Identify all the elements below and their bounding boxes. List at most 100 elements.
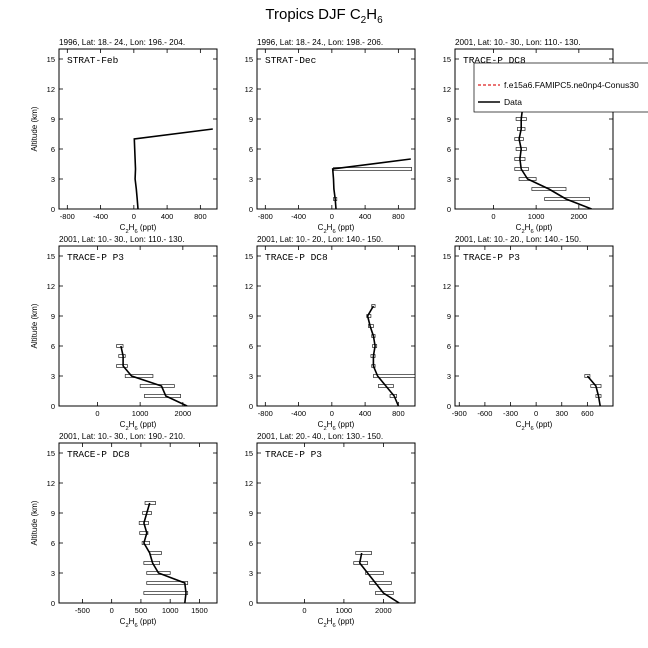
plot-frame — [58, 48, 218, 210]
legend-data-label: Data — [504, 97, 522, 107]
y-tick-label: 12 — [245, 282, 253, 291]
legend: f.e15a6.FAMIPC5.ne0np4-Conus30 Data — [473, 62, 648, 113]
panel-header: 2001, Lat: 10.- 30., Lon: 110.- 130. — [455, 38, 580, 47]
y-tick-label: 3 — [51, 372, 55, 381]
y-tick-label: 6 — [249, 539, 253, 548]
x-tick-label: -500 — [75, 606, 90, 615]
error-bar — [149, 551, 162, 555]
y-tick-label: 0 — [249, 599, 253, 608]
panel-header: 1996, Lat: 18.- 24., Lon: 196.- 204. — [59, 38, 185, 47]
legend-box — [473, 62, 648, 113]
error-bar — [124, 374, 154, 378]
x-tick-label: 0 — [132, 212, 136, 221]
x-axis-label: C2H6 (ppt) — [318, 223, 355, 235]
y-tick-label: 15 — [443, 252, 451, 261]
panel-header: 2001, Lat: 10.- 20., Lon: 140.- 150. — [455, 235, 581, 244]
legend-model-label: f.e15a6.FAMIPC5.ne0np4-Conus30 — [504, 80, 639, 90]
title-text: Tropics DJF C — [265, 6, 361, 23]
y-tick-label: 12 — [443, 282, 451, 291]
campaign-label: STRAT-Dec — [265, 55, 317, 66]
x-tick-label: 0 — [330, 212, 334, 221]
y-tick-label: 6 — [51, 342, 55, 351]
x-axis-label: C2H6 (ppt) — [516, 223, 553, 235]
error-bar — [116, 344, 124, 348]
plot-frame — [454, 48, 614, 210]
plot-frame — [454, 245, 614, 407]
error-bar — [369, 581, 392, 585]
campaign-label: TRACE-P DC8 — [463, 55, 526, 66]
x-tick-label: 0 — [302, 606, 306, 615]
data-profile-line — [366, 305, 400, 406]
x-tick-label: 0 — [491, 212, 495, 221]
error-bar — [144, 501, 156, 505]
y-tick-label: 9 — [447, 115, 451, 124]
error-bar — [146, 581, 189, 585]
y-tick-label: 9 — [249, 312, 253, 321]
plot-frame — [256, 245, 416, 407]
error-bar — [365, 571, 384, 575]
x-tick-label: 0 — [330, 409, 334, 418]
y-tick-label: 12 — [245, 479, 253, 488]
y-tick-label: 9 — [51, 312, 55, 321]
x-tick-label: 400 — [161, 212, 174, 221]
x-tick-label: -300 — [503, 409, 518, 418]
y-tick-label: 0 — [51, 205, 55, 214]
x-tick-label: 1000 — [528, 212, 545, 221]
data-profile-line — [586, 375, 601, 406]
error-bar — [144, 394, 182, 398]
figure-title: Tropics DJF C2H6 — [0, 6, 648, 26]
y-tick-label: 15 — [47, 55, 55, 64]
plot-frame — [58, 245, 218, 407]
x-tick-label: 2000 — [375, 606, 392, 615]
error-bar — [355, 551, 372, 555]
plot-frame — [256, 442, 416, 604]
title-text-mid: H — [366, 6, 378, 23]
chart-panel-5: 2001, Lat: 10.- 20., Lon: 140.- 150. 0 3 6 9… — [245, 235, 416, 432]
y-tick-label: 9 — [51, 509, 55, 518]
x-axis-label: C2H6 (ppt) — [318, 420, 355, 432]
y-axis-label: Altitude (km) — [30, 500, 39, 545]
error-bar — [118, 354, 126, 358]
y-tick-label: 0 — [249, 205, 253, 214]
error-bar — [584, 374, 591, 378]
x-tick-label: 1000 — [132, 409, 149, 418]
y-tick-label: 12 — [47, 479, 55, 488]
y-tick-label: 3 — [447, 175, 451, 184]
x-tick-label: -900 — [452, 409, 467, 418]
y-tick-label: 0 — [51, 599, 55, 608]
chart-panel-8: 2001, Lat: 20.- 40., Lon: 130.- 150. 0 3 6 9… — [245, 432, 416, 629]
chart-panel-1: 1996, Lat: 18.- 24., Lon: 196.- 204. 0 3 6 9… — [30, 38, 218, 235]
y-tick-label: 0 — [447, 205, 451, 214]
x-tick-label: 300 — [555, 409, 568, 418]
y-tick-label: 3 — [447, 372, 451, 381]
x-tick-label: 800 — [194, 212, 207, 221]
data-profile-line — [133, 128, 213, 209]
data-profile-line — [331, 158, 411, 209]
y-axis-label: Altitude (km) — [30, 106, 39, 151]
y-tick-label: 15 — [443, 55, 451, 64]
error-bar — [143, 591, 189, 595]
y-tick-label: 12 — [245, 85, 253, 94]
x-tick-label: -400 — [291, 409, 306, 418]
y-tick-label: 3 — [249, 372, 253, 381]
title-subscript-1: 2 — [360, 15, 367, 26]
y-tick-label: 0 — [51, 402, 55, 411]
y-tick-label: 3 — [51, 569, 55, 578]
data-profile-line — [358, 552, 400, 603]
campaign-label: TRACE-P P3 — [463, 252, 520, 263]
x-tick-label: 600 — [581, 409, 594, 418]
x-tick-label: -400 — [93, 212, 108, 221]
y-tick-label: 3 — [51, 175, 55, 184]
y-tick-label: 12 — [47, 85, 55, 94]
x-axis-label: C2H6 (ppt) — [120, 617, 157, 629]
y-tick-label: 12 — [47, 282, 55, 291]
y-tick-label: 0 — [447, 402, 451, 411]
x-tick-label: 1000 — [162, 606, 179, 615]
y-tick-label: 6 — [51, 145, 55, 154]
data-profile-line — [143, 502, 187, 603]
x-axis-label: C2H6 (ppt) — [120, 420, 157, 432]
x-tick-label: 0 — [534, 409, 538, 418]
chart-panel-2: 1996, Lat: 18.- 24., Lon: 198.- 206. 0 3 6 9… — [245, 38, 416, 235]
x-tick-label: 1500 — [191, 606, 208, 615]
plot-frame — [58, 442, 218, 604]
